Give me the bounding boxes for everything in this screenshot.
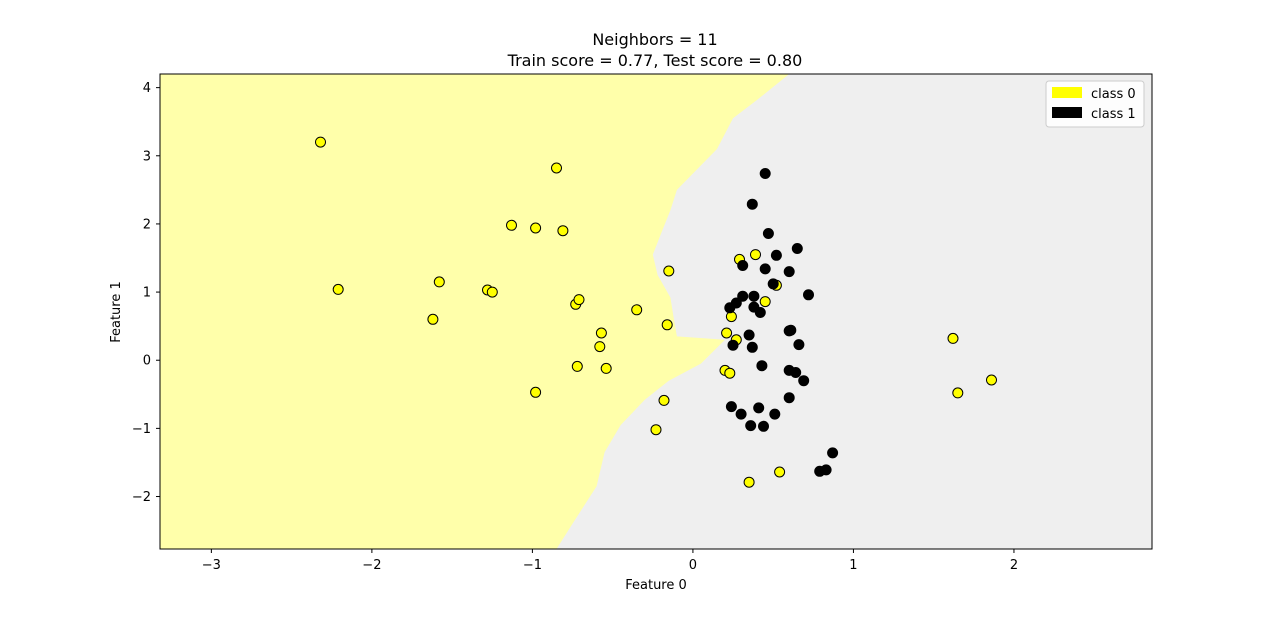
point-class-0-20 — [650, 424, 662, 436]
point-class-0-15 — [594, 341, 606, 353]
decision-region-class-0 — [160, 74, 790, 549]
point-class-1-3 — [791, 243, 803, 254]
y-tick-label-6: 4 — [143, 81, 151, 96]
legend-label-class-0: class 0 — [1091, 87, 1136, 102]
point-class-1-11 — [737, 290, 749, 302]
point-class-0-8 — [486, 286, 498, 298]
point-class-0-4 — [557, 225, 569, 237]
point-class-1-7 — [783, 266, 795, 278]
point-class-1-30 — [769, 408, 781, 420]
point-class-1-25 — [798, 375, 810, 387]
point-class-1-6 — [759, 263, 771, 275]
point-class-0-32 — [743, 476, 755, 488]
point-class-0-10 — [573, 294, 585, 306]
point-class-1-33 — [827, 447, 839, 459]
y-tick-label-0: −2 — [132, 490, 151, 505]
point-class-1-26 — [783, 392, 795, 404]
point-class-0-16 — [571, 360, 583, 372]
point-class-1-35 — [814, 465, 826, 477]
y-tick-label-1: −1 — [132, 422, 151, 437]
point-class-1-27 — [725, 401, 737, 413]
y-axis-ticks: −2 −1 0 1 2 3 4 — [132, 81, 160, 505]
legend-swatch-class-1 — [1052, 107, 1082, 118]
point-class-1-28 — [753, 402, 765, 414]
point-class-0-13 — [595, 327, 607, 339]
legend-label-class-1: class 1 — [1091, 107, 1136, 122]
point-class-0-25 — [759, 296, 771, 308]
point-class-0-2 — [506, 219, 517, 231]
point-class-0-14 — [661, 319, 673, 331]
point-class-1-8 — [767, 278, 779, 290]
point-class-1-29 — [735, 408, 747, 420]
y-tick-label-3: 1 — [143, 286, 151, 301]
point-class-1-5 — [737, 260, 749, 271]
point-class-0-18 — [530, 386, 542, 398]
plot-area — [159, 73, 1153, 550]
point-class-0-31 — [774, 466, 786, 478]
point-class-1-19 — [727, 339, 739, 351]
point-class-1-32 — [758, 420, 769, 432]
y-tick-label-4: 2 — [143, 217, 151, 232]
point-class-1-24 — [790, 367, 802, 378]
point-class-0-12 — [427, 313, 439, 325]
point-class-0-33 — [947, 332, 959, 344]
point-class-0-3 — [530, 222, 542, 234]
point-class-0-35 — [986, 374, 997, 386]
point-class-0-23 — [750, 249, 761, 261]
point-class-1-4 — [770, 249, 782, 261]
plot-frame — [159, 73, 1153, 550]
point-class-1-18 — [743, 329, 755, 341]
point-class-0-0 — [315, 136, 326, 148]
x-tick-label-3: 0 — [689, 558, 697, 573]
chart-title-line1: Neighbors = 11 — [592, 30, 717, 49]
x-axis-ticks: −3 −2 −1 0 1 2 — [202, 549, 1018, 573]
point-class-1-13 — [724, 302, 736, 314]
legend: class 0 class 1 — [1045, 80, 1145, 128]
x-tick-label-0: −3 — [202, 558, 221, 573]
x-tick-label-1: −2 — [362, 558, 381, 573]
point-class-1-15 — [754, 307, 766, 318]
x-tick-label-2: −1 — [523, 558, 542, 573]
x-tick-label-4: 1 — [849, 558, 857, 573]
point-class-0-21 — [663, 265, 675, 277]
y-axis-label: Feature 1 — [109, 281, 124, 343]
point-class-1-31 — [745, 420, 757, 432]
chart-title-line2: Train score = 0.77, Test score = 0.80 — [507, 51, 803, 70]
point-class-0-30 — [724, 367, 736, 379]
x-axis-label: Feature 0 — [625, 578, 687, 593]
point-class-0-26 — [725, 311, 737, 323]
point-class-0-5 — [332, 283, 344, 295]
point-class-1-21 — [793, 339, 805, 351]
scatter-points — [315, 136, 997, 488]
point-class-0-17 — [600, 362, 612, 374]
point-class-1-20 — [746, 341, 758, 353]
point-class-1-10 — [748, 290, 760, 302]
point-class-0-19 — [658, 394, 670, 406]
point-class-0-1 — [551, 162, 562, 174]
point-class-1-0 — [759, 168, 771, 179]
point-class-0-34 — [952, 387, 964, 399]
point-class-1-2 — [762, 228, 774, 239]
point-class-1-17 — [785, 324, 797, 336]
point-class-0-6 — [433, 276, 445, 288]
point-class-1-9 — [803, 289, 814, 301]
point-class-0-11 — [631, 304, 643, 316]
point-class-1-1 — [746, 198, 758, 210]
point-class-0-27 — [721, 327, 733, 339]
x-tick-label-5: 2 — [1010, 558, 1018, 573]
y-tick-label-2: 0 — [143, 354, 151, 369]
legend-swatch-class-0 — [1052, 87, 1082, 98]
y-tick-label-5: 3 — [143, 149, 151, 164]
point-class-1-22 — [756, 360, 768, 372]
